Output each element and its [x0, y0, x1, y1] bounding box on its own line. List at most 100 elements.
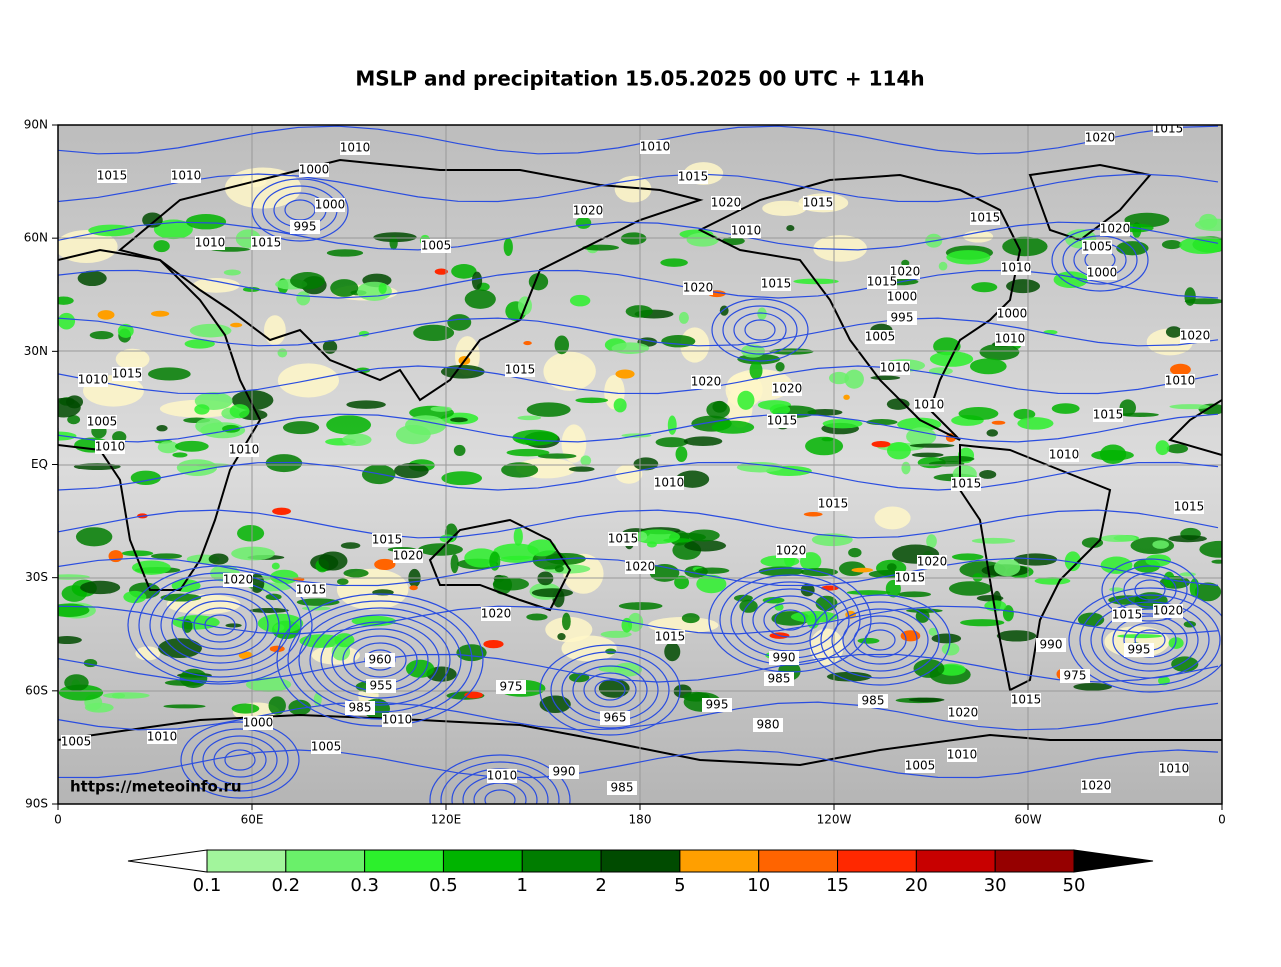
- isobar-label-bg: [887, 290, 917, 304]
- isobar-label: 960: [369, 653, 392, 667]
- isobar-label-bg: [421, 239, 451, 253]
- colorbar-over: [1073, 849, 1154, 873]
- precip-patch: [971, 537, 1016, 544]
- isobar-label-bg: [625, 560, 655, 574]
- isobar-label-bg: [608, 532, 638, 546]
- land-patch: [135, 646, 161, 661]
- precip-patch: [117, 323, 134, 338]
- precip-patch: [1117, 634, 1163, 639]
- source-url: https://meteoinfo.ru: [70, 778, 242, 796]
- isobar-label: 985: [611, 781, 634, 795]
- isobar-label: 1000: [887, 290, 918, 304]
- colorbar-box: [837, 849, 917, 873]
- isobar-label: 1015: [803, 196, 834, 210]
- isobar: [193, 607, 247, 643]
- precip-patch: [231, 703, 260, 714]
- precip-patch: [674, 575, 690, 590]
- precip-patch: [1161, 240, 1182, 250]
- isobar-label-bg: [711, 196, 741, 210]
- precip-patch: [1199, 540, 1222, 558]
- isobar-label: 1015: [1153, 122, 1184, 136]
- heavy-precip: [1170, 363, 1191, 376]
- isobar-label: 1010: [947, 748, 978, 762]
- precip-patch: [464, 289, 496, 309]
- precip-patch: [664, 642, 681, 662]
- precip-patch: [242, 286, 260, 292]
- isobar-label-bg: [803, 196, 833, 210]
- precip-patch: [176, 459, 218, 477]
- lat-label: 30S: [25, 570, 48, 584]
- precip-patch: [290, 272, 325, 290]
- isobar-label-bg: [818, 497, 848, 511]
- colorbar-box: [442, 849, 523, 873]
- isobar: [1112, 565, 1188, 615]
- precip-patch: [84, 702, 114, 713]
- precip-patch: [706, 401, 730, 419]
- isobar-label-bg: [948, 706, 978, 720]
- isobar-label-bg: [947, 748, 977, 762]
- isobar-label-bg: [573, 204, 603, 218]
- precip-patch: [958, 407, 999, 421]
- precip-patch: [1002, 236, 1048, 257]
- precip-patch: [296, 598, 340, 606]
- precip-patch: [1081, 537, 1104, 548]
- isobar-label: 1020: [1081, 779, 1112, 793]
- precip-patch: [322, 340, 338, 354]
- colorbar-label: 0.1: [193, 875, 222, 896]
- isobar-label: 1010: [880, 361, 911, 375]
- isobar-label-bg: [315, 198, 345, 212]
- precip-patch: [223, 269, 241, 276]
- isobar: [583, 672, 637, 708]
- isobar-label: 1005: [421, 239, 452, 253]
- isobar-label: 1015: [895, 571, 926, 585]
- isobar-label: 995: [891, 311, 914, 325]
- precip-patch: [906, 608, 943, 613]
- isobar-label-bg: [171, 169, 201, 183]
- isobar-label: 1020: [683, 281, 714, 295]
- isobar-label-bg: [702, 698, 732, 712]
- precip-patch: [575, 397, 609, 404]
- precip-patch: [526, 402, 571, 417]
- isobar-label: 1005: [1082, 240, 1113, 254]
- isobar: [550, 651, 670, 729]
- isobar-label: 1010: [1165, 374, 1196, 388]
- isobar-label: 975: [1064, 669, 1087, 683]
- isobar-label-bg: [251, 236, 281, 250]
- precip-patch: [1064, 551, 1081, 572]
- isobar-label-bg: [365, 653, 395, 667]
- heavy-precip: [230, 322, 243, 328]
- isobar-label: 1015: [761, 277, 792, 291]
- precip-patch: [172, 452, 188, 458]
- precip-patch: [58, 574, 90, 580]
- isobar-label-bg: [1087, 266, 1117, 280]
- precip-patch: [430, 406, 452, 412]
- precip-patch: [296, 291, 311, 306]
- isobar: [251, 178, 349, 242]
- precip-patch: [318, 551, 348, 571]
- colorbar-under: [127, 849, 208, 873]
- isobar-label: 1015: [970, 211, 1001, 225]
- isobar: [722, 305, 798, 355]
- precip-patch: [450, 554, 459, 574]
- isobar-label-bg: [655, 630, 685, 644]
- isobar-label: 1015: [951, 477, 982, 491]
- isobar-label: 1010: [78, 373, 109, 387]
- precip-patch: [826, 671, 872, 682]
- isobar: [58, 749, 1219, 779]
- isobar-label-bg: [1060, 669, 1090, 683]
- precip-patch: [846, 590, 891, 595]
- isobar-label-bg: [61, 735, 91, 749]
- isobar: [320, 621, 440, 699]
- isobar-label-bg: [311, 740, 341, 754]
- axes: 90N 60N 30N EQ 30S 60S 90S 0 60E 120E 180 120W 60W 0: [24, 118, 1226, 827]
- isobar-label: 985: [768, 672, 791, 686]
- isobar-label: 1005: [61, 735, 92, 749]
- precip-patch: [908, 697, 945, 703]
- precip-patch: [681, 613, 700, 624]
- precip-patch: [1091, 449, 1134, 461]
- precip-patch: [938, 261, 948, 271]
- heavy-precip: [374, 558, 396, 571]
- heavy-precip: [409, 585, 418, 591]
- precip-patch: [326, 249, 364, 257]
